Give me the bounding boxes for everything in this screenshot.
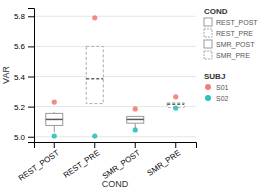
y-tick-label: 5.2 (14, 103, 26, 112)
point (92, 133, 97, 138)
legend-swatch (204, 51, 212, 59)
x-tick: SMR_POST (101, 142, 142, 181)
y-axis-line (28, 9, 35, 143)
point (52, 100, 57, 105)
box-body (86, 46, 103, 103)
x-tick-label: REST_POST (17, 148, 61, 183)
box-median (167, 104, 184, 106)
y-tick-mark (28, 77, 34, 78)
whisker-low (54, 125, 55, 132)
legend-swatch (204, 40, 212, 48)
legend-title: COND (204, 7, 228, 16)
grid-line (34, 16, 196, 17)
point (92, 15, 97, 20)
x-tick: REST_PRE (62, 142, 102, 180)
y-tick-mark (28, 107, 34, 108)
legend-title: SUBJ (204, 72, 225, 81)
box (46, 112, 63, 132)
x-tick-mark (175, 142, 176, 148)
point (173, 106, 178, 111)
legend-swatch (205, 84, 211, 90)
legend: COND REST_POST REST_PRE SMR_POST SMR_PRE SUBJ… (204, 7, 258, 102)
x-tick: SMR_PRE (146, 142, 183, 178)
box-body (127, 116, 144, 123)
point (173, 94, 178, 99)
grid (34, 16, 196, 136)
legend-label: S01 (216, 84, 229, 91)
y-tick-mark (28, 137, 34, 138)
y-tick-mark (28, 46, 34, 47)
chart: 5.05.25.45.65.8REST_POSTREST_PRESMR_POST… (0, 0, 266, 190)
box (86, 46, 103, 103)
legend-label: S02 (216, 95, 229, 102)
y-axis-title: VAR (1, 66, 11, 84)
marks (46, 15, 185, 138)
y-tick: 5.8 (14, 12, 34, 21)
y-tick: 5.0 (14, 133, 34, 142)
plot-area: 5.0 5.2 5.4 5.6 5.8 REST_POSTREST_PRESMR_POST… (14, 9, 197, 183)
legend-label: SMR_PRE (216, 52, 250, 60)
point (133, 127, 138, 132)
legend-label: REST_PRE (216, 30, 253, 38)
legend-label: SMR_POST (216, 41, 255, 49)
y-tick-label: 5.6 (14, 42, 26, 51)
point (133, 106, 138, 111)
grid-line (34, 46, 196, 47)
point (52, 133, 57, 138)
legend-swatch (204, 18, 212, 26)
y-tick-label: 5.8 (14, 12, 26, 21)
legend-label: REST_POST (216, 19, 258, 27)
box-body (46, 113, 63, 125)
y-tick: 5.6 (14, 42, 34, 51)
x-tick: REST_POST (17, 142, 61, 183)
x-axis-title: COND (102, 179, 129, 189)
legend-swatch (204, 29, 212, 37)
x-tick-label: SMR_POST (101, 148, 142, 181)
y-tick-label: 5.0 (14, 133, 26, 142)
grid-line (34, 136, 196, 137)
x-tick-label: SMR_PRE (146, 148, 183, 178)
x-tick-mark (94, 142, 95, 148)
series (52, 106, 179, 139)
y-axis: 5.0 5.2 5.4 5.6 5.8 (14, 9, 35, 143)
legend-swatch (205, 95, 211, 101)
y-tick-label: 5.4 (14, 73, 26, 82)
box-median (127, 119, 144, 121)
x-tick-label: REST_PRE (62, 148, 102, 180)
box-median (46, 119, 63, 121)
x-axis: REST_POSTREST_PRESMR_POSTSMR_PRE (17, 142, 197, 183)
grid-line (34, 76, 196, 77)
y-tick: 5.2 (14, 103, 34, 112)
series (52, 15, 179, 111)
x-tick-mark (54, 142, 55, 148)
x-axis-line (35, 143, 197, 149)
y-tick: 5.4 (14, 73, 34, 82)
x-tick-mark (135, 142, 136, 148)
y-tick-mark (28, 16, 34, 17)
box-median (86, 78, 103, 80)
